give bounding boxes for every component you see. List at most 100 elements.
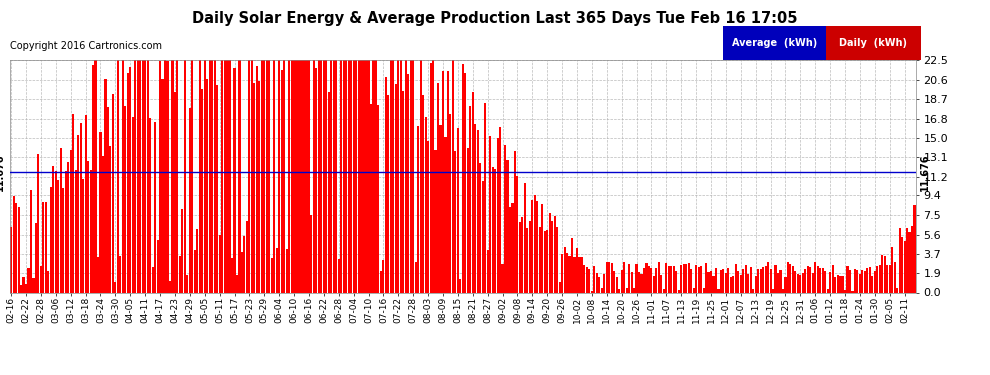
Bar: [494, 169, 496, 292]
Bar: [159, 62, 161, 292]
Bar: [54, 171, 56, 292]
Bar: [740, 275, 742, 292]
Bar: [99, 132, 102, 292]
Bar: [209, 60, 211, 292]
Bar: [809, 267, 812, 292]
Bar: [512, 204, 514, 292]
Bar: [886, 265, 888, 292]
Bar: [102, 156, 104, 292]
Bar: [293, 60, 295, 292]
Bar: [278, 60, 280, 292]
Bar: [859, 274, 861, 292]
Bar: [38, 154, 40, 292]
Bar: [561, 254, 563, 292]
Bar: [700, 266, 702, 292]
Bar: [48, 271, 50, 292]
Bar: [769, 269, 771, 292]
Bar: [715, 268, 717, 292]
Bar: [268, 60, 270, 292]
Bar: [263, 60, 265, 292]
Bar: [18, 207, 20, 292]
Bar: [631, 273, 633, 292]
Bar: [13, 196, 15, 292]
Bar: [84, 115, 87, 292]
Bar: [258, 81, 260, 292]
Bar: [390, 60, 392, 292]
Bar: [744, 265, 746, 292]
Bar: [338, 258, 340, 292]
Bar: [50, 187, 51, 292]
Bar: [735, 264, 737, 292]
Bar: [628, 264, 631, 292]
Bar: [445, 136, 446, 292]
Bar: [343, 60, 345, 292]
Bar: [171, 60, 173, 292]
Bar: [551, 221, 553, 292]
Bar: [588, 269, 590, 292]
Bar: [849, 270, 851, 292]
Bar: [30, 190, 32, 292]
Bar: [869, 267, 871, 292]
Bar: [474, 124, 476, 292]
Bar: [819, 268, 822, 292]
Bar: [370, 104, 372, 292]
Bar: [43, 202, 45, 292]
Bar: [861, 270, 863, 292]
Bar: [884, 256, 886, 292]
Bar: [179, 256, 181, 292]
Bar: [328, 92, 330, 292]
Bar: [909, 232, 911, 292]
Bar: [733, 276, 735, 292]
Bar: [380, 271, 382, 292]
Bar: [149, 118, 151, 292]
Bar: [255, 66, 257, 292]
Bar: [407, 74, 409, 292]
Bar: [906, 228, 908, 292]
Bar: [685, 264, 687, 292]
Bar: [306, 60, 308, 292]
Bar: [333, 60, 335, 292]
Bar: [300, 60, 303, 292]
Bar: [122, 60, 124, 292]
Bar: [321, 60, 323, 292]
Bar: [362, 60, 364, 292]
Text: Daily  (kWh): Daily (kWh): [840, 38, 907, 48]
Bar: [417, 126, 419, 292]
Bar: [621, 270, 623, 292]
Bar: [695, 265, 697, 292]
Bar: [514, 151, 516, 292]
Bar: [260, 60, 263, 292]
Bar: [548, 213, 550, 292]
Bar: [834, 277, 837, 292]
Bar: [471, 92, 474, 292]
Bar: [285, 249, 288, 292]
Bar: [137, 60, 139, 292]
Bar: [33, 278, 35, 292]
Bar: [303, 60, 305, 292]
Bar: [347, 60, 349, 292]
Bar: [636, 264, 638, 292]
Bar: [248, 60, 250, 292]
Bar: [87, 161, 89, 292]
Bar: [145, 60, 147, 292]
Bar: [346, 60, 347, 292]
Bar: [323, 60, 325, 292]
Bar: [896, 288, 898, 292]
Bar: [802, 273, 804, 292]
Bar: [186, 275, 188, 292]
Bar: [804, 268, 807, 292]
Bar: [839, 276, 842, 292]
Bar: [611, 263, 613, 292]
Bar: [618, 290, 620, 292]
Bar: [89, 170, 92, 292]
Bar: [336, 60, 338, 292]
Bar: [842, 276, 843, 292]
Bar: [45, 202, 47, 292]
Bar: [581, 256, 583, 292]
Bar: [608, 262, 610, 292]
Bar: [387, 95, 389, 292]
Bar: [117, 60, 119, 292]
Bar: [660, 275, 662, 292]
Bar: [169, 280, 171, 292]
Bar: [72, 114, 74, 292]
